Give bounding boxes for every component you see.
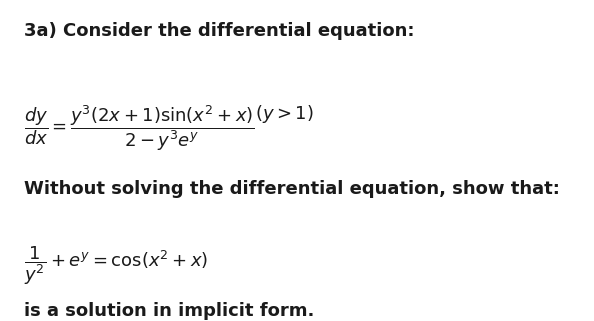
Text: $\dfrac{1}{y^2} + e^y = \cos(x^2 + x)$: $\dfrac{1}{y^2} + e^y = \cos(x^2 + x)$ bbox=[24, 244, 208, 287]
Text: Without solving the differential equation, show that:: Without solving the differential equatio… bbox=[24, 180, 560, 198]
Text: $(y > 1)$: $(y > 1)$ bbox=[255, 103, 314, 125]
Text: $\dfrac{dy}{dx} = \dfrac{y^3(2x+1)\sin(x^2+x)}{2-y^3e^y}$: $\dfrac{dy}{dx} = \dfrac{y^3(2x+1)\sin(x… bbox=[24, 103, 254, 152]
Text: is a solution in implicit form.: is a solution in implicit form. bbox=[24, 302, 314, 320]
Text: 3a) Consider the differential equation:: 3a) Consider the differential equation: bbox=[24, 22, 414, 40]
